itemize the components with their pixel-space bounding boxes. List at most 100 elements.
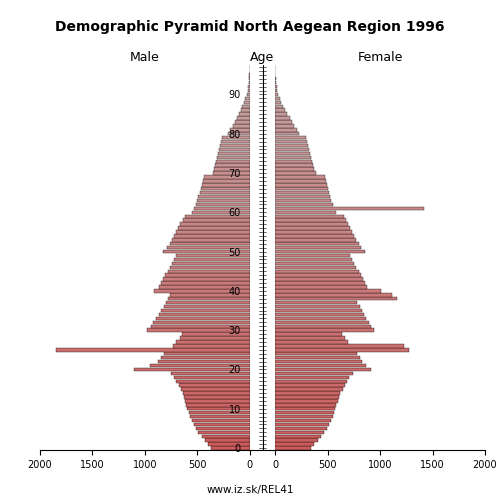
Bar bbox=[172, 262, 250, 265]
Bar bbox=[275, 422, 329, 426]
Bar bbox=[198, 430, 250, 434]
Bar bbox=[275, 316, 366, 320]
Bar bbox=[275, 403, 336, 406]
Bar bbox=[190, 415, 250, 418]
Bar bbox=[275, 364, 366, 368]
Bar bbox=[275, 442, 314, 446]
Bar bbox=[275, 164, 313, 167]
Bar bbox=[275, 395, 338, 398]
Bar bbox=[185, 399, 250, 402]
Bar bbox=[170, 242, 250, 246]
Bar bbox=[201, 187, 250, 190]
Bar bbox=[275, 324, 371, 328]
Bar bbox=[249, 81, 250, 84]
Bar bbox=[204, 175, 250, 178]
Bar bbox=[275, 320, 368, 324]
Bar bbox=[275, 175, 324, 178]
Bar bbox=[275, 328, 374, 332]
Bar bbox=[176, 230, 250, 234]
Bar bbox=[275, 242, 358, 246]
Bar bbox=[275, 214, 344, 218]
Bar bbox=[180, 336, 250, 340]
Bar bbox=[152, 324, 250, 328]
Bar bbox=[275, 81, 276, 84]
Bar bbox=[275, 301, 357, 304]
Bar bbox=[275, 344, 404, 348]
Bar bbox=[197, 199, 250, 202]
Bar bbox=[174, 344, 250, 348]
Bar bbox=[222, 136, 250, 140]
Bar bbox=[174, 234, 250, 237]
Bar bbox=[182, 392, 250, 395]
Bar bbox=[275, 266, 356, 269]
Bar bbox=[275, 116, 290, 120]
Bar bbox=[275, 352, 357, 356]
Title: Male: Male bbox=[130, 51, 160, 64]
Bar bbox=[275, 419, 330, 422]
Bar bbox=[275, 85, 276, 88]
Bar bbox=[166, 301, 250, 304]
Bar bbox=[275, 246, 361, 250]
Bar bbox=[164, 352, 250, 356]
Bar bbox=[275, 222, 347, 226]
Bar bbox=[208, 442, 250, 446]
Bar bbox=[275, 234, 354, 237]
Bar bbox=[275, 128, 296, 132]
Bar bbox=[275, 356, 360, 360]
Bar bbox=[275, 254, 350, 258]
Bar bbox=[275, 258, 352, 261]
Bar bbox=[178, 384, 250, 387]
Bar bbox=[180, 388, 250, 391]
Bar bbox=[158, 312, 250, 316]
Bar bbox=[275, 289, 381, 292]
Bar bbox=[176, 254, 250, 258]
Bar bbox=[275, 183, 326, 186]
Bar bbox=[150, 364, 250, 368]
Bar bbox=[56, 348, 250, 352]
Bar bbox=[202, 434, 250, 438]
Bar bbox=[154, 320, 250, 324]
Bar bbox=[214, 168, 250, 171]
Bar bbox=[275, 438, 318, 442]
Bar bbox=[211, 446, 250, 450]
Bar bbox=[186, 403, 250, 406]
Bar bbox=[275, 148, 308, 151]
Bar bbox=[275, 430, 324, 434]
Bar bbox=[275, 191, 329, 194]
Bar bbox=[233, 124, 250, 128]
Bar bbox=[275, 89, 278, 92]
Title: Age: Age bbox=[250, 51, 274, 64]
Bar bbox=[185, 214, 250, 218]
Bar bbox=[235, 120, 250, 124]
Bar bbox=[178, 226, 250, 230]
Bar bbox=[192, 210, 250, 214]
Bar bbox=[275, 415, 332, 418]
Bar bbox=[275, 297, 397, 300]
Bar bbox=[246, 96, 250, 100]
Bar bbox=[275, 206, 424, 210]
Bar bbox=[275, 332, 342, 336]
Bar bbox=[275, 336, 344, 340]
Bar bbox=[158, 285, 250, 288]
Bar bbox=[275, 195, 330, 198]
Bar bbox=[275, 144, 308, 148]
Bar bbox=[275, 124, 294, 128]
Bar bbox=[165, 274, 250, 277]
Bar bbox=[275, 96, 280, 100]
Bar bbox=[275, 274, 360, 277]
Bar bbox=[156, 316, 250, 320]
Bar bbox=[220, 144, 250, 148]
Bar bbox=[222, 140, 250, 143]
Bar bbox=[228, 132, 250, 136]
Bar bbox=[275, 312, 364, 316]
Bar bbox=[275, 384, 345, 387]
Bar bbox=[275, 210, 336, 214]
Text: Demographic Pyramid North Aegean Region 1996: Demographic Pyramid North Aegean Region … bbox=[55, 20, 445, 34]
Bar bbox=[275, 230, 352, 234]
Bar bbox=[248, 89, 250, 92]
Bar bbox=[192, 419, 250, 422]
Bar bbox=[275, 218, 345, 222]
Bar bbox=[184, 395, 250, 398]
Bar bbox=[164, 305, 250, 308]
Bar bbox=[275, 293, 392, 296]
